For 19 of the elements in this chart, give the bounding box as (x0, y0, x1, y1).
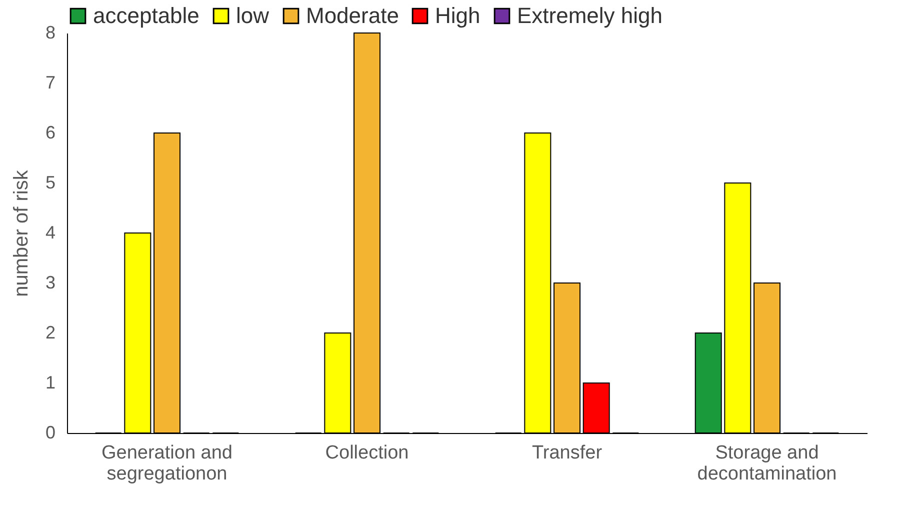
y-tick-label: 6 (45, 122, 56, 142)
y-tick-label: 5 (45, 172, 56, 192)
x-tick-label: Collection (325, 442, 409, 464)
y-axis-title: number of risk (10, 169, 32, 297)
y-tick-label: 8 (45, 22, 56, 42)
y-tick-label: 4 (45, 222, 56, 242)
legend-label: Moderate (306, 3, 399, 28)
y-tick-label: 7 (45, 72, 56, 92)
x-tick-label: Generation and segregationon (102, 442, 232, 484)
x-tick-label: Transfer (532, 442, 603, 464)
y-tick-label: 2 (45, 322, 56, 342)
legend-label: acceptable (93, 3, 200, 28)
y-tick-label: 3 (45, 272, 56, 292)
legend-label: Extremely high (517, 3, 663, 28)
y-tick-label: 1 (45, 372, 56, 392)
y-tick-label: 0 (45, 422, 56, 442)
x-tick-label: Storage and decontamination (697, 442, 837, 484)
legend-label: High (435, 3, 480, 28)
legend-label: low (236, 3, 270, 28)
